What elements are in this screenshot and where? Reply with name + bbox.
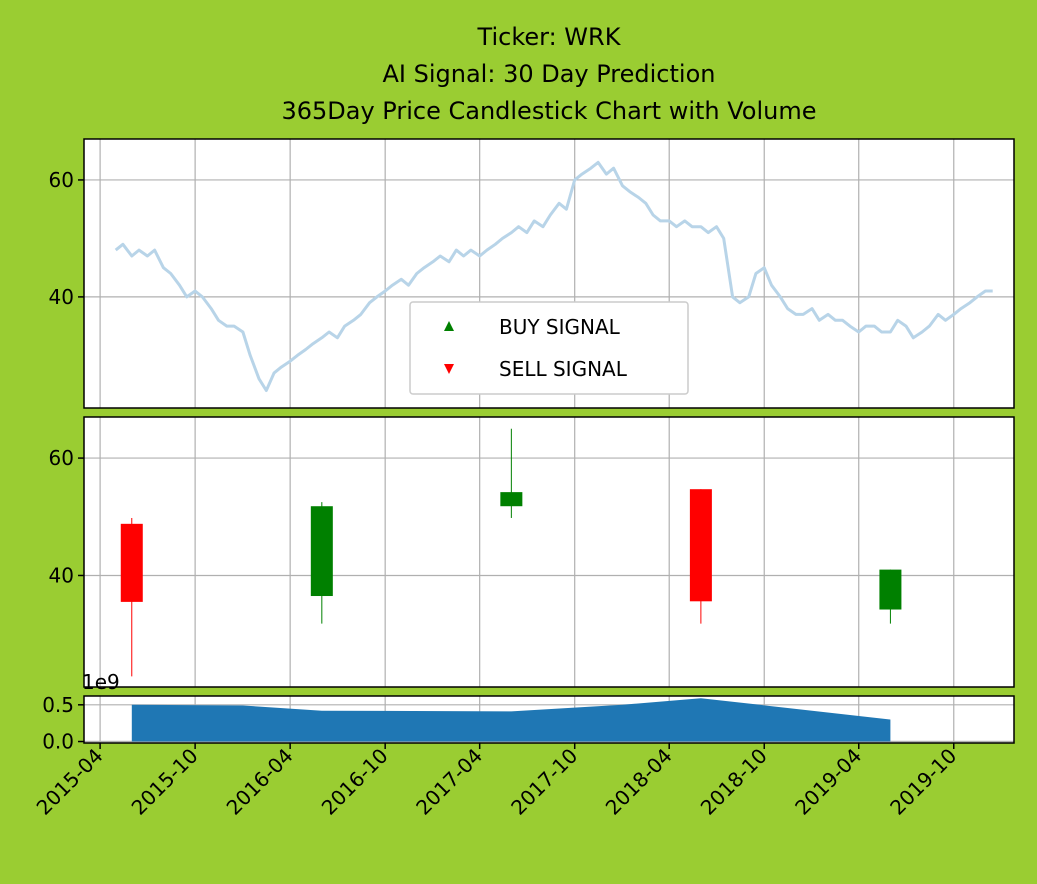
sell-signal-marker-icon: [444, 364, 454, 374]
price-panel-y-ticks: 40 60: [49, 168, 84, 309]
chart-title: Ticker: WRK AI Signal: 30 Day Prediction…: [281, 23, 816, 125]
candlestick-body: [689, 489, 712, 602]
x-tick-label: 2018-10: [696, 744, 772, 820]
candlestick: [310, 502, 333, 624]
y-tick-label: 40: [49, 563, 74, 587]
candlestick-body: [500, 492, 523, 507]
x-tick-label: 2015-04: [32, 744, 108, 820]
legend-box: [409, 301, 689, 395]
candlestick-panel-grid: [84, 417, 1014, 687]
legend-buy-label: BUY SIGNAL: [499, 315, 621, 339]
candlestick-body: [879, 569, 902, 610]
volume-scale-label: 1e9: [82, 670, 120, 694]
title-line-1: Ticker: WRK: [477, 23, 622, 51]
chart-legend: BUY SIGNAL SELL SIGNAL: [409, 301, 689, 395]
candlesticks: [120, 428, 902, 677]
price-panel-frame: [83, 138, 1015, 409]
candlestick-body: [310, 506, 333, 597]
price-panel-grid: [84, 139, 1014, 408]
x-tick-label: 2017-04: [411, 744, 487, 820]
volume-panel-frame: [83, 695, 1015, 744]
candlestick: [120, 517, 143, 677]
volume-panel-grid: [84, 696, 1014, 743]
volume-panel: 0.00.5 1e9 2015-04 2015-10 2016-04 2016-10 2…: [32, 670, 1015, 820]
x-tick-label: 2019-04: [790, 744, 866, 820]
x-axis-ticks: 2015-04 2015-10 2016-04 2016-10 2017-04 2017-…: [32, 743, 961, 820]
volume-area: [131, 698, 891, 742]
candlestick-panel-y-ticks: 40 60: [49, 446, 84, 587]
volume-panel-y-ticks: 0.0 0.5: [42, 693, 84, 754]
candlestick-panel-frame: [83, 416, 1015, 688]
x-tick-label: 2015-10: [127, 744, 203, 820]
candlestick-panel: 40 60: [49, 416, 1015, 688]
candlestick-body: [120, 523, 143, 602]
buy-signal-marker-icon: [444, 321, 454, 331]
title-line-2: AI Signal: 30 Day Prediction: [383, 60, 716, 88]
price-line: [114, 160, 993, 392]
candlestick: [689, 489, 712, 624]
y-tick-label: 0.5: [42, 693, 74, 717]
x-tick-label: 2019-10: [885, 744, 961, 820]
x-tick-label: 2018-04: [601, 744, 677, 820]
candlestick: [879, 569, 902, 624]
y-tick-label: 0.0: [42, 730, 74, 754]
title-line-3: 365Day Price Candlestick Chart with Volu…: [281, 97, 816, 125]
price-panel: 40 60 BUY SIGNAL SELL SIGNAL: [49, 138, 1015, 409]
y-tick-label: 60: [49, 168, 74, 192]
legend-sell-label: SELL SIGNAL: [499, 357, 628, 381]
x-tick-label: 2016-04: [222, 744, 298, 820]
y-tick-label: 40: [49, 285, 74, 309]
candlestick: [500, 428, 523, 518]
x-tick-label: 2017-10: [506, 744, 582, 820]
x-tick-label: 2016-10: [317, 744, 393, 820]
y-tick-label: 60: [49, 446, 74, 470]
